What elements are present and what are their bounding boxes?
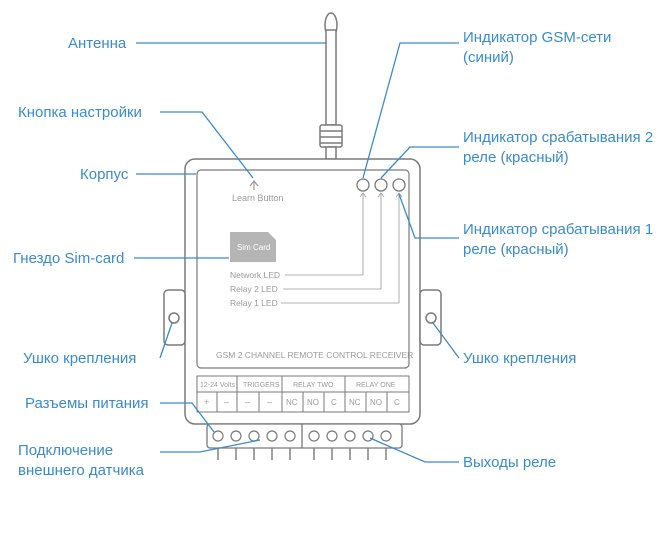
label-setup-btn: Кнопка настройки: [18, 103, 142, 123]
label-ext-sensor: Подключение внешнего датчика: [18, 441, 158, 482]
label-gsm-led: Индикатор GSM-сети (синий): [463, 28, 643, 69]
label-mount-ear-r: Ушко крепления: [463, 349, 576, 369]
svg-text:+: +: [204, 397, 209, 407]
svg-text:NC: NC: [286, 398, 298, 407]
label-power: Разъемы питания: [25, 394, 149, 414]
label-antenna: Антенна: [68, 34, 126, 54]
svg-text:C: C: [394, 398, 400, 407]
label-relay2-led: Индикатор срабатывания 2 реле (красный): [463, 128, 663, 169]
svg-text:NO: NO: [307, 398, 319, 407]
sim-text: Sim Card: [237, 243, 270, 252]
label-body: Корпус: [80, 165, 128, 185]
svg-text:–: –: [245, 397, 250, 407]
svg-text:–: –: [267, 397, 272, 407]
learn-label: Learn Button: [232, 193, 284, 203]
svg-text:NC: NC: [349, 398, 361, 407]
svg-text:RELAY ONE: RELAY ONE: [356, 382, 396, 389]
svg-text:Network LED: Network LED: [230, 270, 280, 280]
device-title: GSM 2 CHANNEL REMOTE CONTROL RECEIVER: [216, 350, 413, 360]
svg-text:12-24 Volts: 12-24 Volts: [200, 382, 236, 389]
svg-text:RELAY TWO: RELAY TWO: [293, 382, 334, 389]
label-relay-out: Выходы реле: [463, 453, 556, 473]
svg-text:Relay 2 LED: Relay 2 LED: [230, 284, 278, 294]
label-mount-ear-l: Ушко крепления: [23, 349, 136, 369]
svg-text:–: –: [224, 397, 229, 407]
svg-text:NO: NO: [370, 398, 382, 407]
label-relay1-led: Индикатор срабатывания 1 реле (красный): [463, 220, 663, 261]
svg-text:TRIGGERS: TRIGGERS: [243, 382, 280, 389]
svg-text:Relay 1 LED: Relay 1 LED: [230, 298, 278, 308]
svg-text:C: C: [331, 398, 337, 407]
label-sim-slot: Гнездо Sim-card: [13, 249, 124, 269]
